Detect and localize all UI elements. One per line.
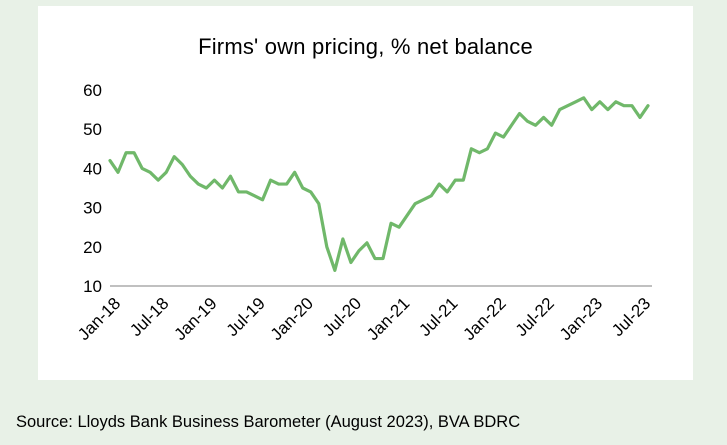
x-tick-label: Jul-22 [512, 294, 558, 340]
x-tick-label: Jan-21 [363, 294, 413, 344]
y-tick-label: 20 [83, 238, 102, 257]
y-tick-label: 40 [83, 159, 102, 178]
series-line [108, 96, 650, 272]
x-tick-label: Jul-19 [223, 294, 269, 340]
y-tick-label: 30 [83, 199, 102, 218]
x-tick-label: Jan-20 [267, 294, 317, 344]
series-group [108, 96, 650, 272]
chart-panel: Firms' own pricing, % net balance 10 20 30… [38, 6, 693, 380]
y-tick-label: 60 [83, 81, 102, 100]
x-tick-label: Jan-18 [74, 294, 124, 344]
y-tick-label: 10 [83, 277, 102, 296]
source-note: Source: Lloyds Bank Business Barometer (… [16, 413, 521, 431]
y-tick-label: 50 [83, 120, 102, 139]
y-axis-ticks: 10 20 30 40 50 60 [83, 81, 102, 296]
x-tick-label: Jul-18 [126, 294, 172, 340]
x-tick-label: Jan-23 [556, 294, 606, 344]
x-tick-label: Jul-21 [415, 294, 461, 340]
x-tick-label: Jul-20 [319, 294, 365, 340]
x-tick-label: Jan-19 [170, 294, 220, 344]
chart-title: Firms' own pricing, % net balance [198, 34, 533, 59]
x-tick-label: Jan-22 [460, 294, 510, 344]
x-tick-label: Jul-23 [608, 294, 654, 340]
